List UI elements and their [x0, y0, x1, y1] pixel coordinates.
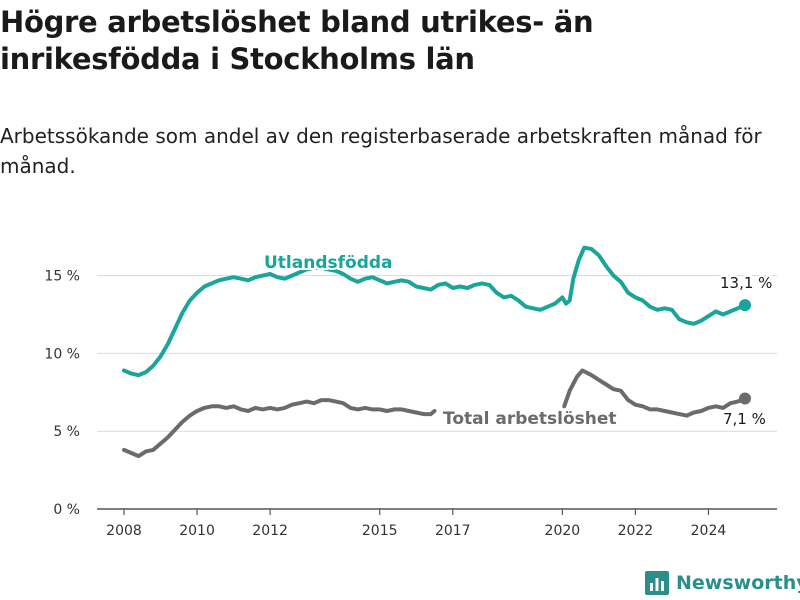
- y-tick-label: 15 %: [44, 269, 80, 285]
- series-line-total: [122, 398, 437, 459]
- x-tick-label: 2008: [106, 523, 142, 539]
- series-line-utlandsfodda: [122, 245, 747, 378]
- end-point-marker: [739, 392, 751, 405]
- series-line-total: [562, 368, 747, 418]
- newsworthy-logo-icon: [645, 571, 669, 595]
- x-tick-label: 2024: [691, 523, 727, 539]
- chart-subtitle: Arbetssökande som andel av den registerb…: [0, 124, 762, 178]
- end-value-label-total: 7,1 %: [723, 410, 766, 428]
- x-tick-label: 2017: [435, 523, 471, 539]
- end-value-label-utlandsfodda: 13,1 %: [720, 274, 772, 292]
- x-tick-label: 2020: [545, 523, 581, 539]
- series-label-utlandsfodda: Utlandsfödda: [264, 253, 393, 273]
- end-point-marker: [739, 299, 751, 312]
- brand-name: Newsworthy: [676, 572, 800, 594]
- y-tick-label: 5 %: [53, 424, 80, 440]
- y-tick-label: 0 %: [53, 502, 80, 518]
- brand-logo: Newsworthy: [644, 568, 800, 598]
- chart-title: Högre arbetslöshet bland utrikes- än inr…: [0, 5, 594, 76]
- x-tick-label: 2022: [618, 523, 654, 539]
- x-tick-label: 2010: [179, 523, 215, 539]
- series-label-total: Total arbetslöshet: [443, 409, 617, 429]
- y-tick-label: 10 %: [44, 346, 80, 362]
- x-tick-label: 2012: [252, 523, 288, 539]
- x-tick-label: 2015: [362, 523, 398, 539]
